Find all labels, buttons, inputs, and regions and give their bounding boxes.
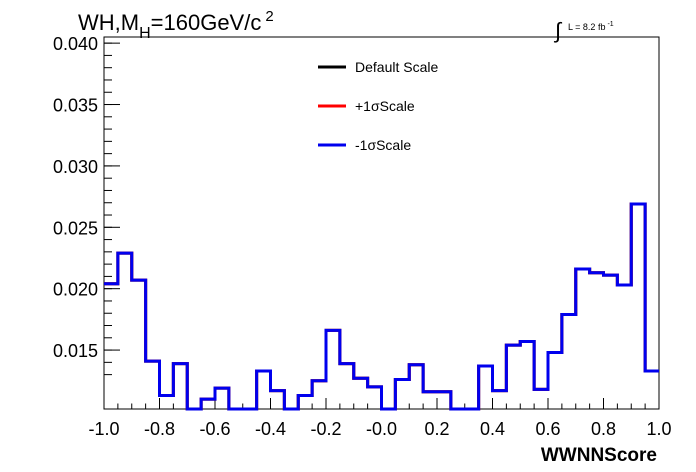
- x-tick-label: -0.8: [144, 419, 175, 439]
- x-tick-label: 0.8: [591, 419, 616, 439]
- y-tick-label: 0.035: [53, 96, 98, 116]
- y-tick-label: 0.020: [53, 280, 98, 300]
- y-tick-label: 0.030: [53, 157, 98, 177]
- legend-label: +1σScale: [355, 98, 415, 114]
- x-tick-label: 1.0: [646, 419, 671, 439]
- y-tick-label: 0.040: [53, 34, 98, 54]
- x-tick-label: -0.4: [255, 419, 286, 439]
- x-tick-label: 0.4: [480, 419, 505, 439]
- chart-title: WH,MH=160GeV/c 2: [78, 8, 274, 42]
- x-axis-label: WWNNScore: [541, 445, 657, 466]
- legend-label: Default Scale: [355, 59, 438, 75]
- series-line: [104, 202, 659, 411]
- series-lines: [104, 202, 659, 411]
- x-tick-label: -0.0: [366, 419, 397, 439]
- x-tick-label: 0.6: [535, 419, 560, 439]
- x-tick-label: -0.6: [199, 419, 230, 439]
- y-tick-label: 0.025: [53, 218, 98, 238]
- x-tick-label: -0.2: [310, 419, 341, 439]
- x-tick-label: 0.2: [424, 419, 449, 439]
- legend: Default Scale +1σScale -1σScale: [318, 59, 438, 153]
- x-tick-label: -1.0: [88, 419, 119, 439]
- axes: -1.0 -0.8 -0.6 -0.4 -0.2 -0.0 0.2 0.4 0.6 0.8 1.0 0…: [53, 34, 672, 439]
- legend-label: -1σScale: [355, 137, 411, 153]
- luminosity-label: L = 8.2 fb -1: [568, 21, 614, 32]
- integral-symbol: ∫: [553, 18, 563, 43]
- y-tick-label: 0.015: [53, 341, 98, 361]
